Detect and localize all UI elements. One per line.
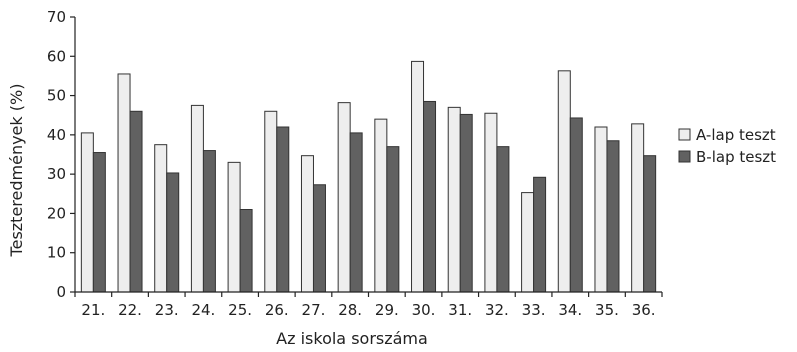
bar-b-14 bbox=[569, 117, 583, 293]
y-axis-ticks: 0 10 20 30 40 50 60 70 bbox=[47, 8, 75, 301]
y-tick-label: 40 bbox=[47, 126, 66, 144]
x-tick-label: 32. bbox=[485, 301, 509, 319]
x-tick-label: 30. bbox=[412, 301, 436, 319]
bar-a-12 bbox=[484, 112, 498, 293]
bar-b-8 bbox=[349, 132, 363, 293]
x-tick-label: 28. bbox=[338, 301, 362, 319]
bar-a-9 bbox=[374, 118, 388, 293]
y-tick-label: 60 bbox=[47, 47, 66, 65]
bar-a-16 bbox=[631, 123, 645, 293]
x-axis-title: Az iskola sorszáma bbox=[276, 329, 428, 348]
bar-b-7 bbox=[312, 184, 326, 293]
x-tick-label: 25. bbox=[228, 301, 252, 319]
bar-a-6 bbox=[264, 110, 278, 293]
x-tick-label: 29. bbox=[375, 301, 399, 319]
bar-b-16 bbox=[643, 155, 657, 293]
y-axis-title: Teszteredmények (%) bbox=[7, 84, 26, 258]
x-axis-ticks: 21. 22. 23. 24. 25. 26. 27. 28. 29. 30. 31. 32. 33. 3… bbox=[74, 292, 663, 319]
bar-b-12 bbox=[496, 146, 510, 293]
legend-swatch-b bbox=[678, 150, 691, 163]
bar-b-4 bbox=[202, 150, 216, 293]
bar-a-4 bbox=[190, 104, 204, 293]
x-tick-label: 35. bbox=[595, 301, 619, 319]
x-tick-label: 34. bbox=[558, 301, 582, 319]
x-tick-label: 23. bbox=[155, 301, 179, 319]
bar-b-13 bbox=[533, 176, 547, 293]
y-tick-label: 0 bbox=[56, 283, 66, 301]
y-tick-label: 20 bbox=[47, 204, 66, 222]
bar-a-8 bbox=[337, 102, 351, 293]
bar-a-13 bbox=[521, 192, 535, 293]
bar-a-2 bbox=[117, 73, 131, 293]
legend: A-lap teszt B-lap teszt bbox=[678, 126, 776, 166]
bar-b-1 bbox=[92, 152, 106, 293]
bar-b-3 bbox=[166, 172, 180, 293]
x-tick-label: 33. bbox=[522, 301, 546, 319]
x-tick-label: 21. bbox=[81, 301, 105, 319]
legend-label-a: A-lap teszt bbox=[696, 126, 776, 144]
y-tick-label: 70 bbox=[47, 8, 66, 26]
y-tick-label: 30 bbox=[47, 165, 66, 183]
bar-b-6 bbox=[276, 126, 290, 293]
y-tick-label: 50 bbox=[47, 87, 66, 105]
bar-a-5 bbox=[227, 161, 241, 293]
x-tick-label: 36. bbox=[632, 301, 656, 319]
bar-a-3 bbox=[154, 144, 168, 293]
bar-b-5 bbox=[239, 209, 253, 293]
x-tick-label: 31. bbox=[448, 301, 472, 319]
bar-b-9 bbox=[386, 146, 400, 293]
legend-swatch-a bbox=[678, 128, 691, 141]
x-tick-label: 27. bbox=[302, 301, 326, 319]
bar-a-7 bbox=[300, 155, 314, 293]
legend-label-b: B-lap teszt bbox=[696, 148, 776, 166]
bar-b-15 bbox=[606, 140, 620, 293]
bar-a-14 bbox=[557, 70, 571, 293]
bars-group bbox=[80, 60, 657, 293]
bar-b-11 bbox=[459, 113, 473, 293]
y-tick-label: 10 bbox=[47, 244, 66, 262]
x-tick-label: 22. bbox=[118, 301, 142, 319]
bar-a-15 bbox=[594, 126, 608, 293]
bar-b-2 bbox=[129, 110, 143, 293]
bar-b-10 bbox=[423, 100, 437, 293]
x-tick-label: 24. bbox=[191, 301, 215, 319]
bar-a-11 bbox=[447, 106, 461, 293]
x-tick-label: 26. bbox=[265, 301, 289, 319]
bar-a-10 bbox=[411, 60, 425, 293]
bar-a-1 bbox=[80, 132, 94, 293]
